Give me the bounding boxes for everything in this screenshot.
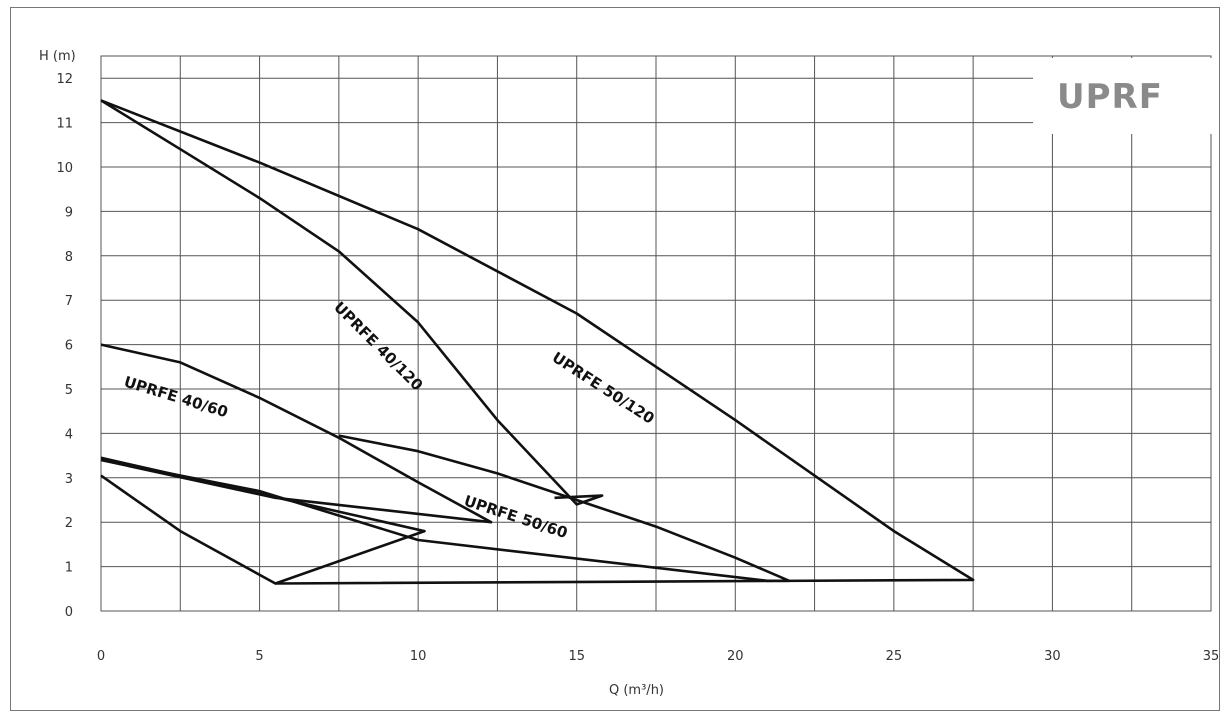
y-tick-label: 5 [65, 383, 73, 398]
y-axis-label: H (m) [39, 49, 76, 64]
pump-curve-1 [100, 99, 604, 506]
x-tick-label: 25 [886, 649, 903, 664]
pump-curve-2 [100, 99, 975, 585]
x-axis-label: Q (m³/h) [609, 683, 664, 698]
y-tick-label: 2 [65, 516, 73, 531]
curve-label: UPRFE 40/60 [122, 373, 230, 422]
pump-curve-4 [100, 434, 791, 583]
pump-curve-5 [100, 456, 426, 585]
x-tick-label: 15 [568, 649, 585, 664]
x-tick-label: 10 [410, 649, 427, 664]
y-tick-label: 3 [65, 472, 73, 487]
y-tick-label: 0 [65, 605, 73, 620]
y-tick-label: 1 [65, 561, 73, 576]
chart-frame: 0 5 10 15 20 25 30 35 0 1 2 3 4 5 6 7 8 9 10 11 12 UPRFE 40… [10, 7, 1220, 711]
x-tick-label: 0 [97, 649, 105, 664]
chart-title: UPRF [1057, 77, 1163, 117]
y-tick-label: 8 [65, 250, 73, 265]
y-tick-label: 7 [65, 294, 73, 309]
badge-background [1033, 58, 1219, 134]
curve-label: UPRFE 50/120 [549, 348, 658, 427]
y-tick-label: 11 [56, 117, 73, 132]
x-tick-label: 5 [255, 649, 263, 664]
curve-label: UPRFE 50/60 [462, 492, 570, 542]
pump-curves [100, 99, 975, 585]
y-tick-label: 10 [56, 161, 73, 176]
curve-label: UPRFE 40/120 [330, 298, 426, 394]
y-tick-label: 12 [56, 72, 73, 87]
pump-curve-3 [100, 343, 493, 524]
x-tick-label: 30 [1044, 649, 1061, 664]
y-tick-label: 6 [65, 339, 73, 354]
grid-lines [100, 55, 1212, 612]
y-tick-label: 9 [65, 205, 73, 220]
x-tick-labels: 0 5 10 15 20 25 30 35 [97, 649, 1219, 664]
y-tick-label: 4 [65, 427, 73, 442]
x-tick-label: 20 [727, 649, 744, 664]
x-tick-label: 35 [1203, 649, 1220, 664]
